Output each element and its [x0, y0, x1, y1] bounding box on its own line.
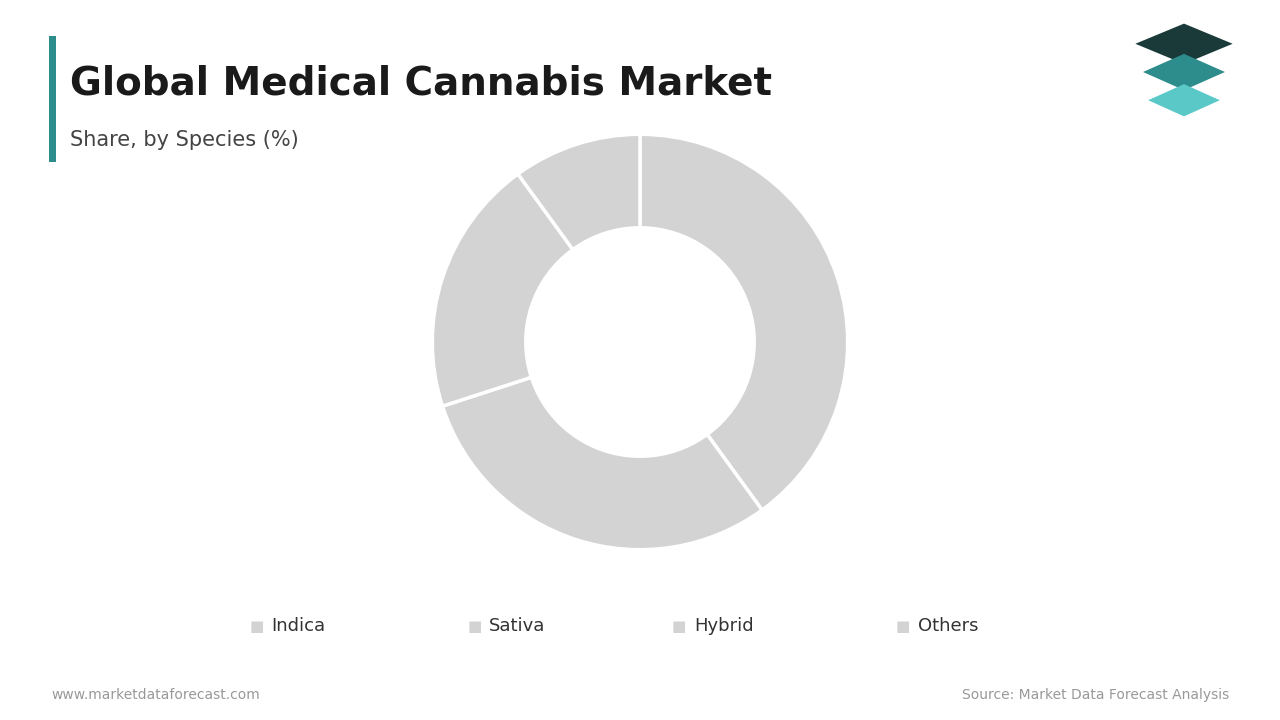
Text: ■: ■: [250, 619, 264, 634]
Text: Others: Others: [918, 617, 978, 635]
Wedge shape: [518, 135, 640, 250]
Text: www.marketdataforecast.com: www.marketdataforecast.com: [51, 688, 260, 702]
Polygon shape: [1135, 24, 1233, 64]
Text: Source: Market Data Forecast Analysis: Source: Market Data Forecast Analysis: [961, 688, 1229, 702]
FancyBboxPatch shape: [49, 36, 56, 162]
Text: Share, by Species (%): Share, by Species (%): [70, 130, 300, 150]
Text: ■: ■: [896, 619, 910, 634]
Wedge shape: [640, 135, 847, 510]
Wedge shape: [433, 174, 573, 406]
Polygon shape: [1143, 54, 1225, 90]
Text: Global Medical Cannabis Market: Global Medical Cannabis Market: [70, 65, 772, 103]
Wedge shape: [443, 377, 762, 549]
Text: Sativa: Sativa: [489, 617, 545, 635]
Text: ■: ■: [672, 619, 686, 634]
Polygon shape: [1148, 84, 1220, 117]
Text: Indica: Indica: [271, 617, 325, 635]
Text: Hybrid: Hybrid: [694, 617, 754, 635]
Text: ■: ■: [467, 619, 481, 634]
